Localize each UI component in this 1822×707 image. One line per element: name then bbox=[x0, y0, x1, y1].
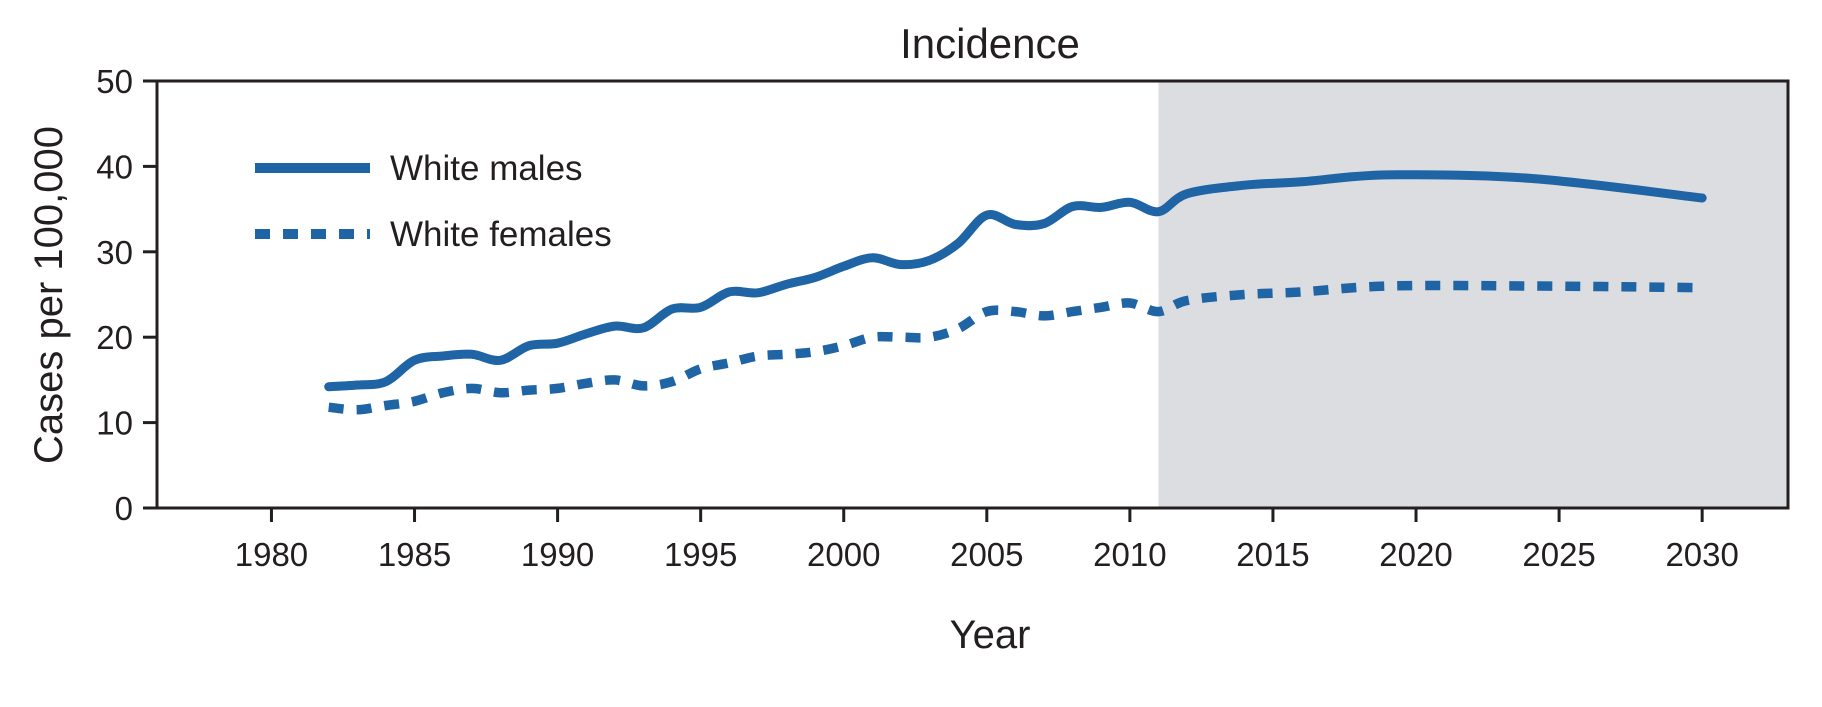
x-axis-title: Year bbox=[950, 613, 1031, 657]
y-tick-label-40: 40 bbox=[96, 148, 133, 185]
x-tick-label-2015: 2015 bbox=[1236, 536, 1309, 573]
x-tick-label-2020: 2020 bbox=[1379, 536, 1452, 573]
legend-label-white-females: White females bbox=[390, 215, 612, 254]
series-line-white-males bbox=[324, 170, 1707, 392]
y-tick-label-10: 10 bbox=[96, 405, 133, 442]
axis-ticks: 1980 1985 1990 1995 2000 2005 2010 2015 2020 2025… bbox=[96, 63, 1739, 573]
x-tick-label-1990: 1990 bbox=[521, 536, 594, 573]
x-tick-label-2030: 2030 bbox=[1665, 536, 1738, 573]
x-tick-label-2005: 2005 bbox=[950, 536, 1023, 573]
series-line-white-females bbox=[328, 280, 1703, 415]
x-tick-label-1985: 1985 bbox=[378, 536, 451, 573]
y-tick-label-50: 50 bbox=[96, 63, 133, 100]
y-axis-title: Cases per 100,000 bbox=[27, 126, 71, 464]
projection-shade bbox=[1158, 81, 1788, 508]
plot-frame bbox=[155, 79, 1790, 510]
x-tick-label-2000: 2000 bbox=[807, 536, 880, 573]
series-layer bbox=[324, 170, 1707, 415]
x-tick-label-2010: 2010 bbox=[1093, 536, 1166, 573]
y-tick-label-0: 0 bbox=[115, 490, 133, 527]
y-tick-label-30: 30 bbox=[96, 234, 133, 271]
plot-border bbox=[155, 79, 1790, 510]
x-tick-label-1995: 1995 bbox=[664, 536, 737, 573]
legend-label-white-males: White males bbox=[390, 149, 583, 188]
legend: White males White females bbox=[255, 149, 612, 254]
x-tick-label-1980: 1980 bbox=[235, 536, 308, 573]
chart-title: Incidence bbox=[900, 20, 1080, 67]
y-tick-label-20: 20 bbox=[96, 319, 133, 356]
plot-background bbox=[1158, 81, 1788, 508]
x-tick-label-2025: 2025 bbox=[1522, 536, 1595, 573]
